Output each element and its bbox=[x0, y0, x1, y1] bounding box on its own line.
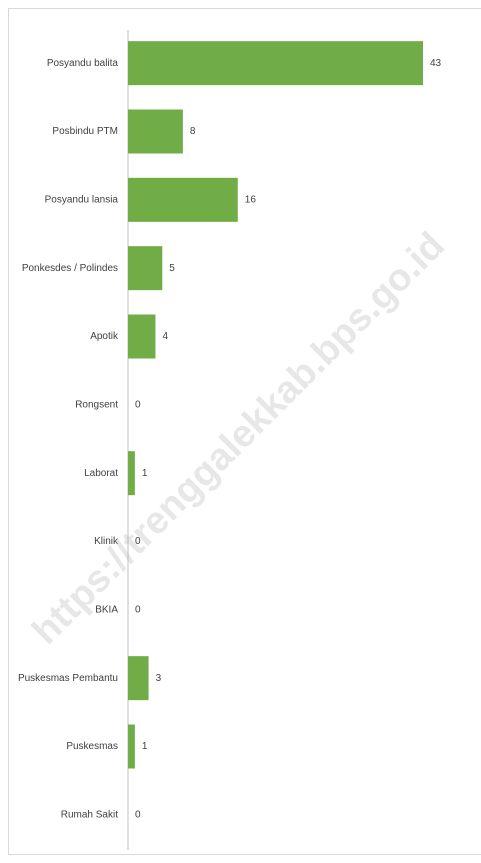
data-label: 3 bbox=[156, 673, 162, 684]
bar bbox=[128, 314, 156, 359]
data-label: 0 bbox=[135, 536, 141, 547]
bar bbox=[128, 41, 423, 86]
y-tick-label: Rongsent bbox=[75, 399, 118, 410]
data-label: 0 bbox=[135, 809, 141, 820]
bar bbox=[128, 177, 238, 222]
data-label: 5 bbox=[169, 263, 175, 274]
y-tick-label: Klinik bbox=[94, 536, 119, 547]
y-tick-label: Posbindu PTM bbox=[52, 126, 118, 137]
y-tick-label: Puskesmas Pembantu bbox=[18, 673, 118, 684]
data-label: 16 bbox=[245, 194, 257, 205]
data-label: 43 bbox=[430, 58, 442, 69]
chart-border bbox=[8, 8, 481, 855]
bar bbox=[128, 109, 183, 154]
bar bbox=[128, 246, 163, 291]
data-label: 1 bbox=[142, 468, 148, 479]
data-label: 1 bbox=[142, 741, 148, 752]
y-tick-label: Posyandu lansia bbox=[45, 194, 119, 205]
y-tick-label: Rumah Sakit bbox=[61, 809, 118, 820]
data-label: 0 bbox=[135, 604, 141, 615]
y-tick-label: Laborat bbox=[84, 468, 118, 479]
bar bbox=[128, 656, 149, 701]
y-tick-label: Posyandu balita bbox=[47, 58, 119, 69]
y-tick-label: Apotik bbox=[90, 331, 119, 342]
watermark: https://trenggalekkab.bps.go.id bbox=[24, 224, 452, 652]
y-tick-label: BKIA bbox=[95, 604, 118, 615]
y-tick-label: Puskesmas bbox=[66, 741, 118, 752]
bar bbox=[128, 724, 135, 769]
data-label: 8 bbox=[190, 126, 196, 137]
data-label: 0 bbox=[135, 399, 141, 410]
data-label: 4 bbox=[162, 331, 168, 342]
y-tick-label: Ponkesdes / Polindes bbox=[22, 263, 118, 274]
bar bbox=[128, 451, 135, 496]
